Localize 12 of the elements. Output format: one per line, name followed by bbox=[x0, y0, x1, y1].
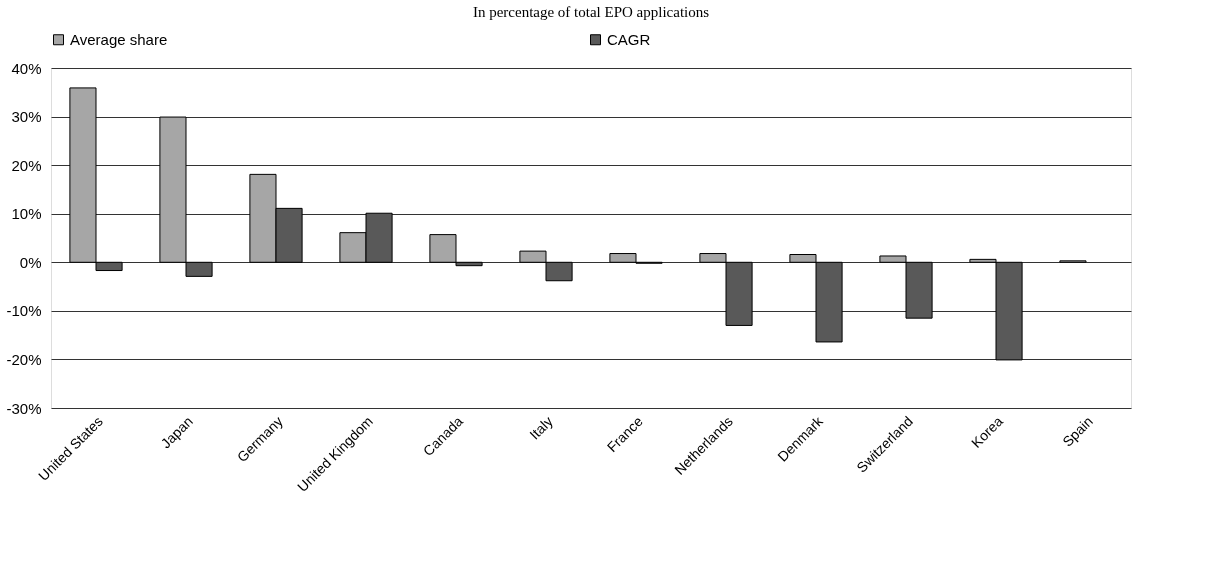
y-tick-label: 10% bbox=[11, 205, 42, 223]
y-tick-label: -20% bbox=[6, 350, 42, 368]
y-tick-label: 30% bbox=[11, 108, 42, 126]
y-tick-label: -10% bbox=[6, 302, 42, 320]
y-tick-label: 0% bbox=[19, 253, 42, 271]
y-tick-label: 20% bbox=[11, 156, 42, 174]
legend-label: Average share bbox=[70, 30, 168, 48]
y-tick-label: -30% bbox=[6, 399, 42, 417]
y-tick-label: 40% bbox=[11, 59, 42, 77]
legend-label: CAGR bbox=[607, 30, 651, 48]
x-tick-label: Italy bbox=[526, 413, 556, 443]
chart-title: In percentage of total EPO applications bbox=[472, 4, 710, 20]
